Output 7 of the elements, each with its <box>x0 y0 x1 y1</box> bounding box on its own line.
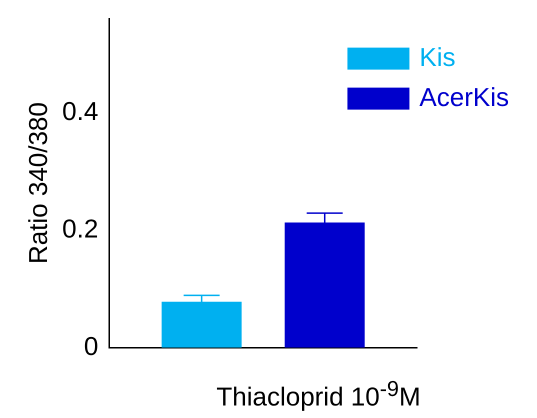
y-tick-label: 0 <box>84 330 98 361</box>
y-tick-label: 0.2 <box>62 213 98 244</box>
x-axis-title: Thiacloprid 10$^{-9}$M <box>215 376 422 413</box>
legend-label: Kis <box>419 42 456 72</box>
y-axis-title: Ratio 340/380 <box>22 102 53 264</box>
y-tick-label: 0.4 <box>62 96 98 126</box>
legend-label: AcerKis <box>419 82 509 112</box>
